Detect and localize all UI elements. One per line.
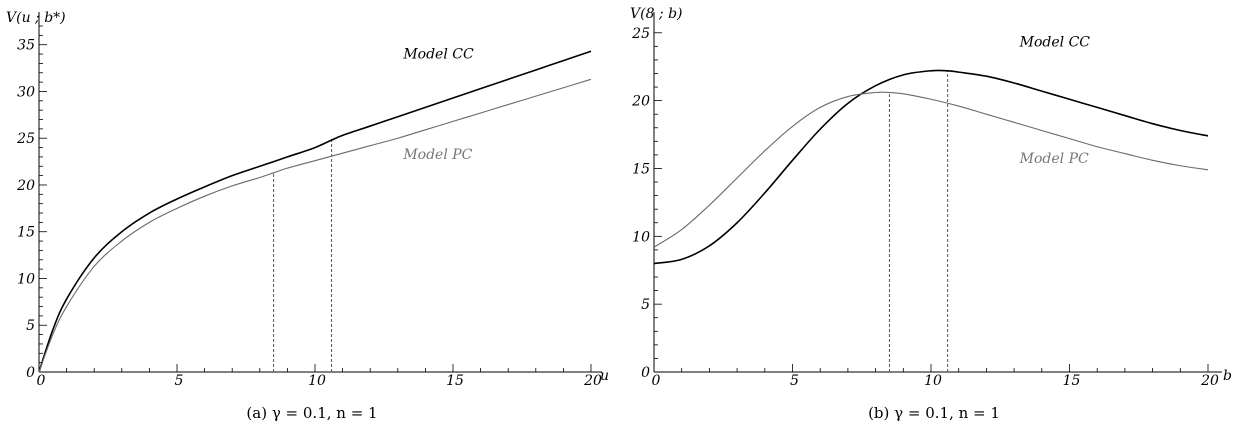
panel-a-series-model-cc xyxy=(38,50,592,373)
panel-a-x-tick-label: 15 xyxy=(446,373,464,389)
panel-a-x-tick-label: 10 xyxy=(308,373,326,389)
panel-a-y-axis-label: V(u ; b*) xyxy=(6,10,66,26)
panel-b-x-tick-label: 0 xyxy=(652,373,661,389)
panel-a-series-label-model-pc: Model PC xyxy=(402,147,472,163)
panel-b-x-tick-label: 10 xyxy=(924,373,942,389)
panel-b-y-tick-label: 5 xyxy=(641,297,650,313)
panel-b-y-tick-label: 15 xyxy=(632,161,650,177)
panel-a-y-tick-label: 15 xyxy=(17,225,35,241)
panel-b-y-tick-label: 10 xyxy=(632,229,650,245)
panel-a-x-tick-label: 0 xyxy=(37,373,46,389)
panel-a-x-axis-label: u xyxy=(600,368,609,384)
panel-a: V(u ; b*) u (a) γ = 0.1, n = 1 0 5 10 15 20 0… xyxy=(6,10,609,422)
panel-a-y-tick-label: 20 xyxy=(16,178,35,194)
panel-a-y-tick-label: 25 xyxy=(16,131,35,147)
panel-a-caption: (a) γ = 0.1, n = 1 xyxy=(246,404,377,422)
panel-a-series-label-model-cc: Model CC xyxy=(402,47,474,63)
panel-a-y-tick-label: 30 xyxy=(17,84,35,100)
panel-a-series-model-pc xyxy=(38,78,592,373)
panel-a-x-tick-label: 5 xyxy=(175,373,184,389)
panel-b-series-model-pc xyxy=(653,91,1209,248)
panel-a-y-tick-label: 35 xyxy=(17,38,35,54)
panel-a-y-tick-label: 10 xyxy=(17,271,35,287)
panel-b-y-axis-label: V(8 ; b) xyxy=(630,6,683,22)
panel-b-x-axis-label: b xyxy=(1223,368,1232,384)
panel-b-y-tick-label: 0 xyxy=(641,365,650,381)
panel-b-x-tick-label: 5 xyxy=(790,373,799,389)
panel-a-x-tick-label: 20 xyxy=(583,373,602,389)
panel-b-series-label-model-pc: Model PC xyxy=(1019,151,1089,167)
panel-b-series-label-model-cc: Model CC xyxy=(1019,34,1091,50)
panel-b-series-model-cc xyxy=(653,69,1209,265)
panel-b-y-tick-label: 20 xyxy=(631,94,650,110)
panel-b-x-tick-label: 20 xyxy=(1200,373,1219,389)
panel-a-y-tick-label: 5 xyxy=(26,318,35,334)
panel-b: V(8 ; b) b (b) γ = 0.1, n = 1 0 5 10 15 20 0 5… xyxy=(630,6,1232,422)
panel-a-y-tick-label: 0 xyxy=(26,365,35,381)
panel-b-y-tick-label: 25 xyxy=(631,26,650,42)
panel-b-x-tick-label: 15 xyxy=(1063,373,1081,389)
panel-b-caption: (b) γ = 0.1, n = 1 xyxy=(868,404,1000,422)
